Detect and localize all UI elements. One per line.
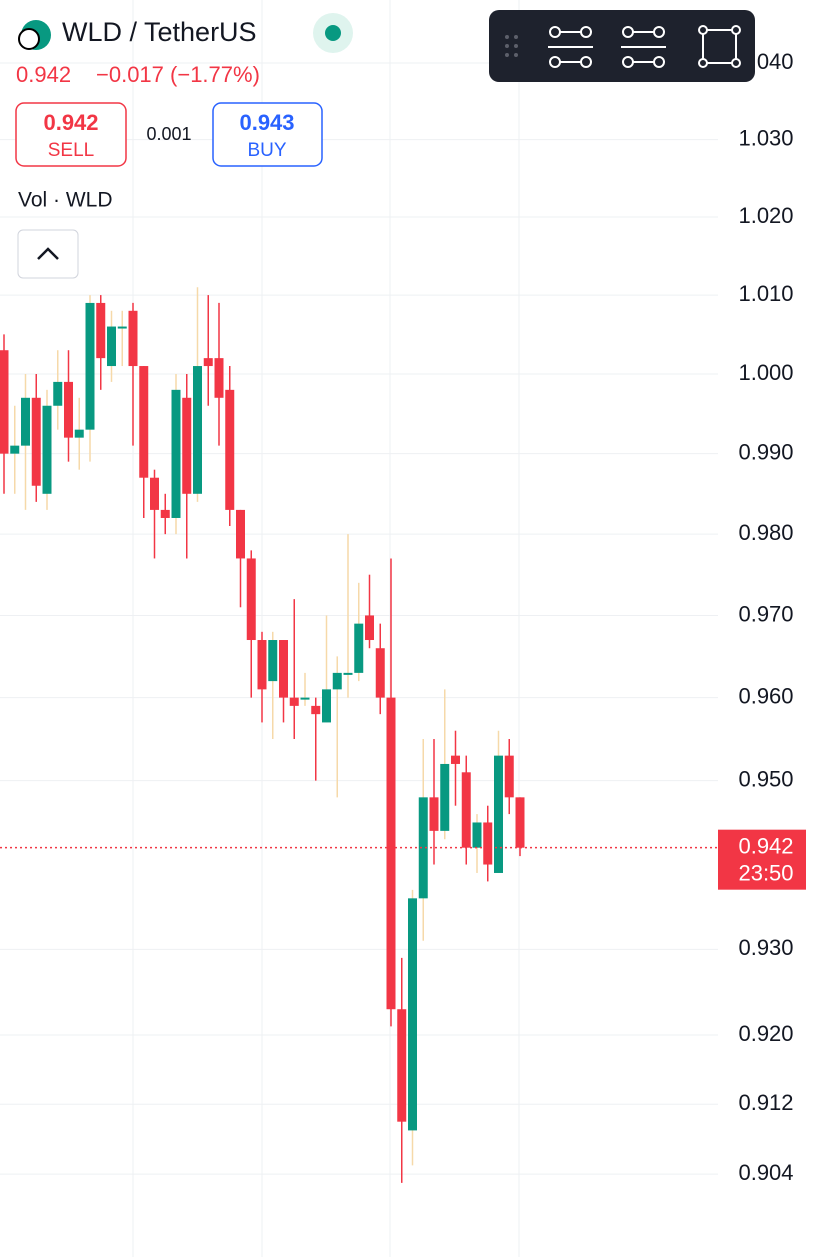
plot [0,287,718,1183]
candle-body [515,797,525,848]
y-tick-label: 0.950 [738,766,793,791]
candle-body [150,477,159,510]
price: 0.942 [16,62,71,87]
candle-body [171,389,181,518]
y-tick-label: 0.990 [738,439,793,464]
candle-body [494,755,503,873]
candle-body [203,358,213,367]
y-tick-label: 0.970 [738,601,793,626]
candle-body [31,397,41,486]
candle-body [128,310,138,367]
candle-body [418,797,428,899]
candle-body [365,615,374,641]
chevron-icon [37,247,59,260]
y-tick-label: 1.030 [738,125,793,150]
candle-body [225,389,235,510]
countdown: 23:50 [738,860,793,885]
candle-body [117,326,127,329]
candle-body [483,822,493,865]
drag-handle [505,35,518,57]
last-price-box [718,829,806,890]
candle-body [354,623,364,673]
y-tick-label: 1.010 [738,281,793,306]
buy-label: BUY [247,140,286,161]
candle-body [279,640,288,698]
candle-body [139,366,149,478]
y-tick-label: 0.980 [738,520,793,545]
candle-body [257,640,267,690]
candle-body [53,381,63,406]
candle-body [42,405,52,494]
candle-body [74,429,84,438]
candle-body [311,705,321,715]
candle-body [332,672,342,690]
change: −0.017 (−1.77%) [96,62,260,87]
symbol: WLD / TetherUS [62,17,257,47]
time-grid [132,0,520,1257]
sell-label: SELL [48,140,94,161]
symbol-icon [18,28,40,50]
y-tick-label: 0.904 [738,1160,793,1185]
candle-body [461,772,471,848]
candle-body [408,898,417,1131]
candle-body [236,509,245,559]
sell-price: 0.942 [43,110,98,135]
candle-body [246,558,256,641]
candle-body [268,640,278,682]
candle-body [160,509,170,518]
candle-body [21,397,30,446]
buy-price: 0.943 [239,110,294,135]
candle-body [375,648,385,698]
candle-body [440,763,450,831]
candle-body [289,697,299,706]
candle-body [386,697,396,1010]
candle-body [193,366,202,494]
candle-body [85,302,95,430]
candle-body [107,326,116,367]
candle-body [64,381,73,438]
candle-body [96,302,106,359]
y-tick-label: 1.020 [738,203,793,228]
candle-body [300,697,310,700]
candle-body [472,822,482,848]
y-tick-label: 1.000 [738,360,793,385]
tool-icon[interactable] [698,25,741,68]
candle-body [504,755,514,798]
spread: 0.001 [146,124,191,144]
y-tick-label: 0.920 [738,1021,793,1046]
candle-body [214,358,224,398]
candle-body [10,445,20,454]
y-tick-label: 0.930 [738,935,793,960]
candle-body [0,350,9,454]
indicator: Vol · WLD [18,189,113,212]
y-tick-label: 0.960 [738,683,793,708]
candle-body [429,797,439,831]
candle-body [451,755,460,764]
candle-body [322,689,331,723]
tool-icon[interactable] [621,26,666,68]
sell-button[interactable] [15,102,127,167]
y-tick-label: 0.912 [738,1090,793,1115]
tool-icon[interactable] [548,26,593,68]
candle-body [397,1009,407,1122]
last-price-label: 0.942 [738,833,793,858]
candle-body [182,397,192,494]
price-axis: 1.0401.0301.0201.0101.0000.9900.9800.970… [718,49,806,1185]
buy-button[interactable] [212,102,323,167]
candle-body [343,672,353,675]
collapse-button[interactable] [17,229,79,279]
status-dot [325,25,341,41]
